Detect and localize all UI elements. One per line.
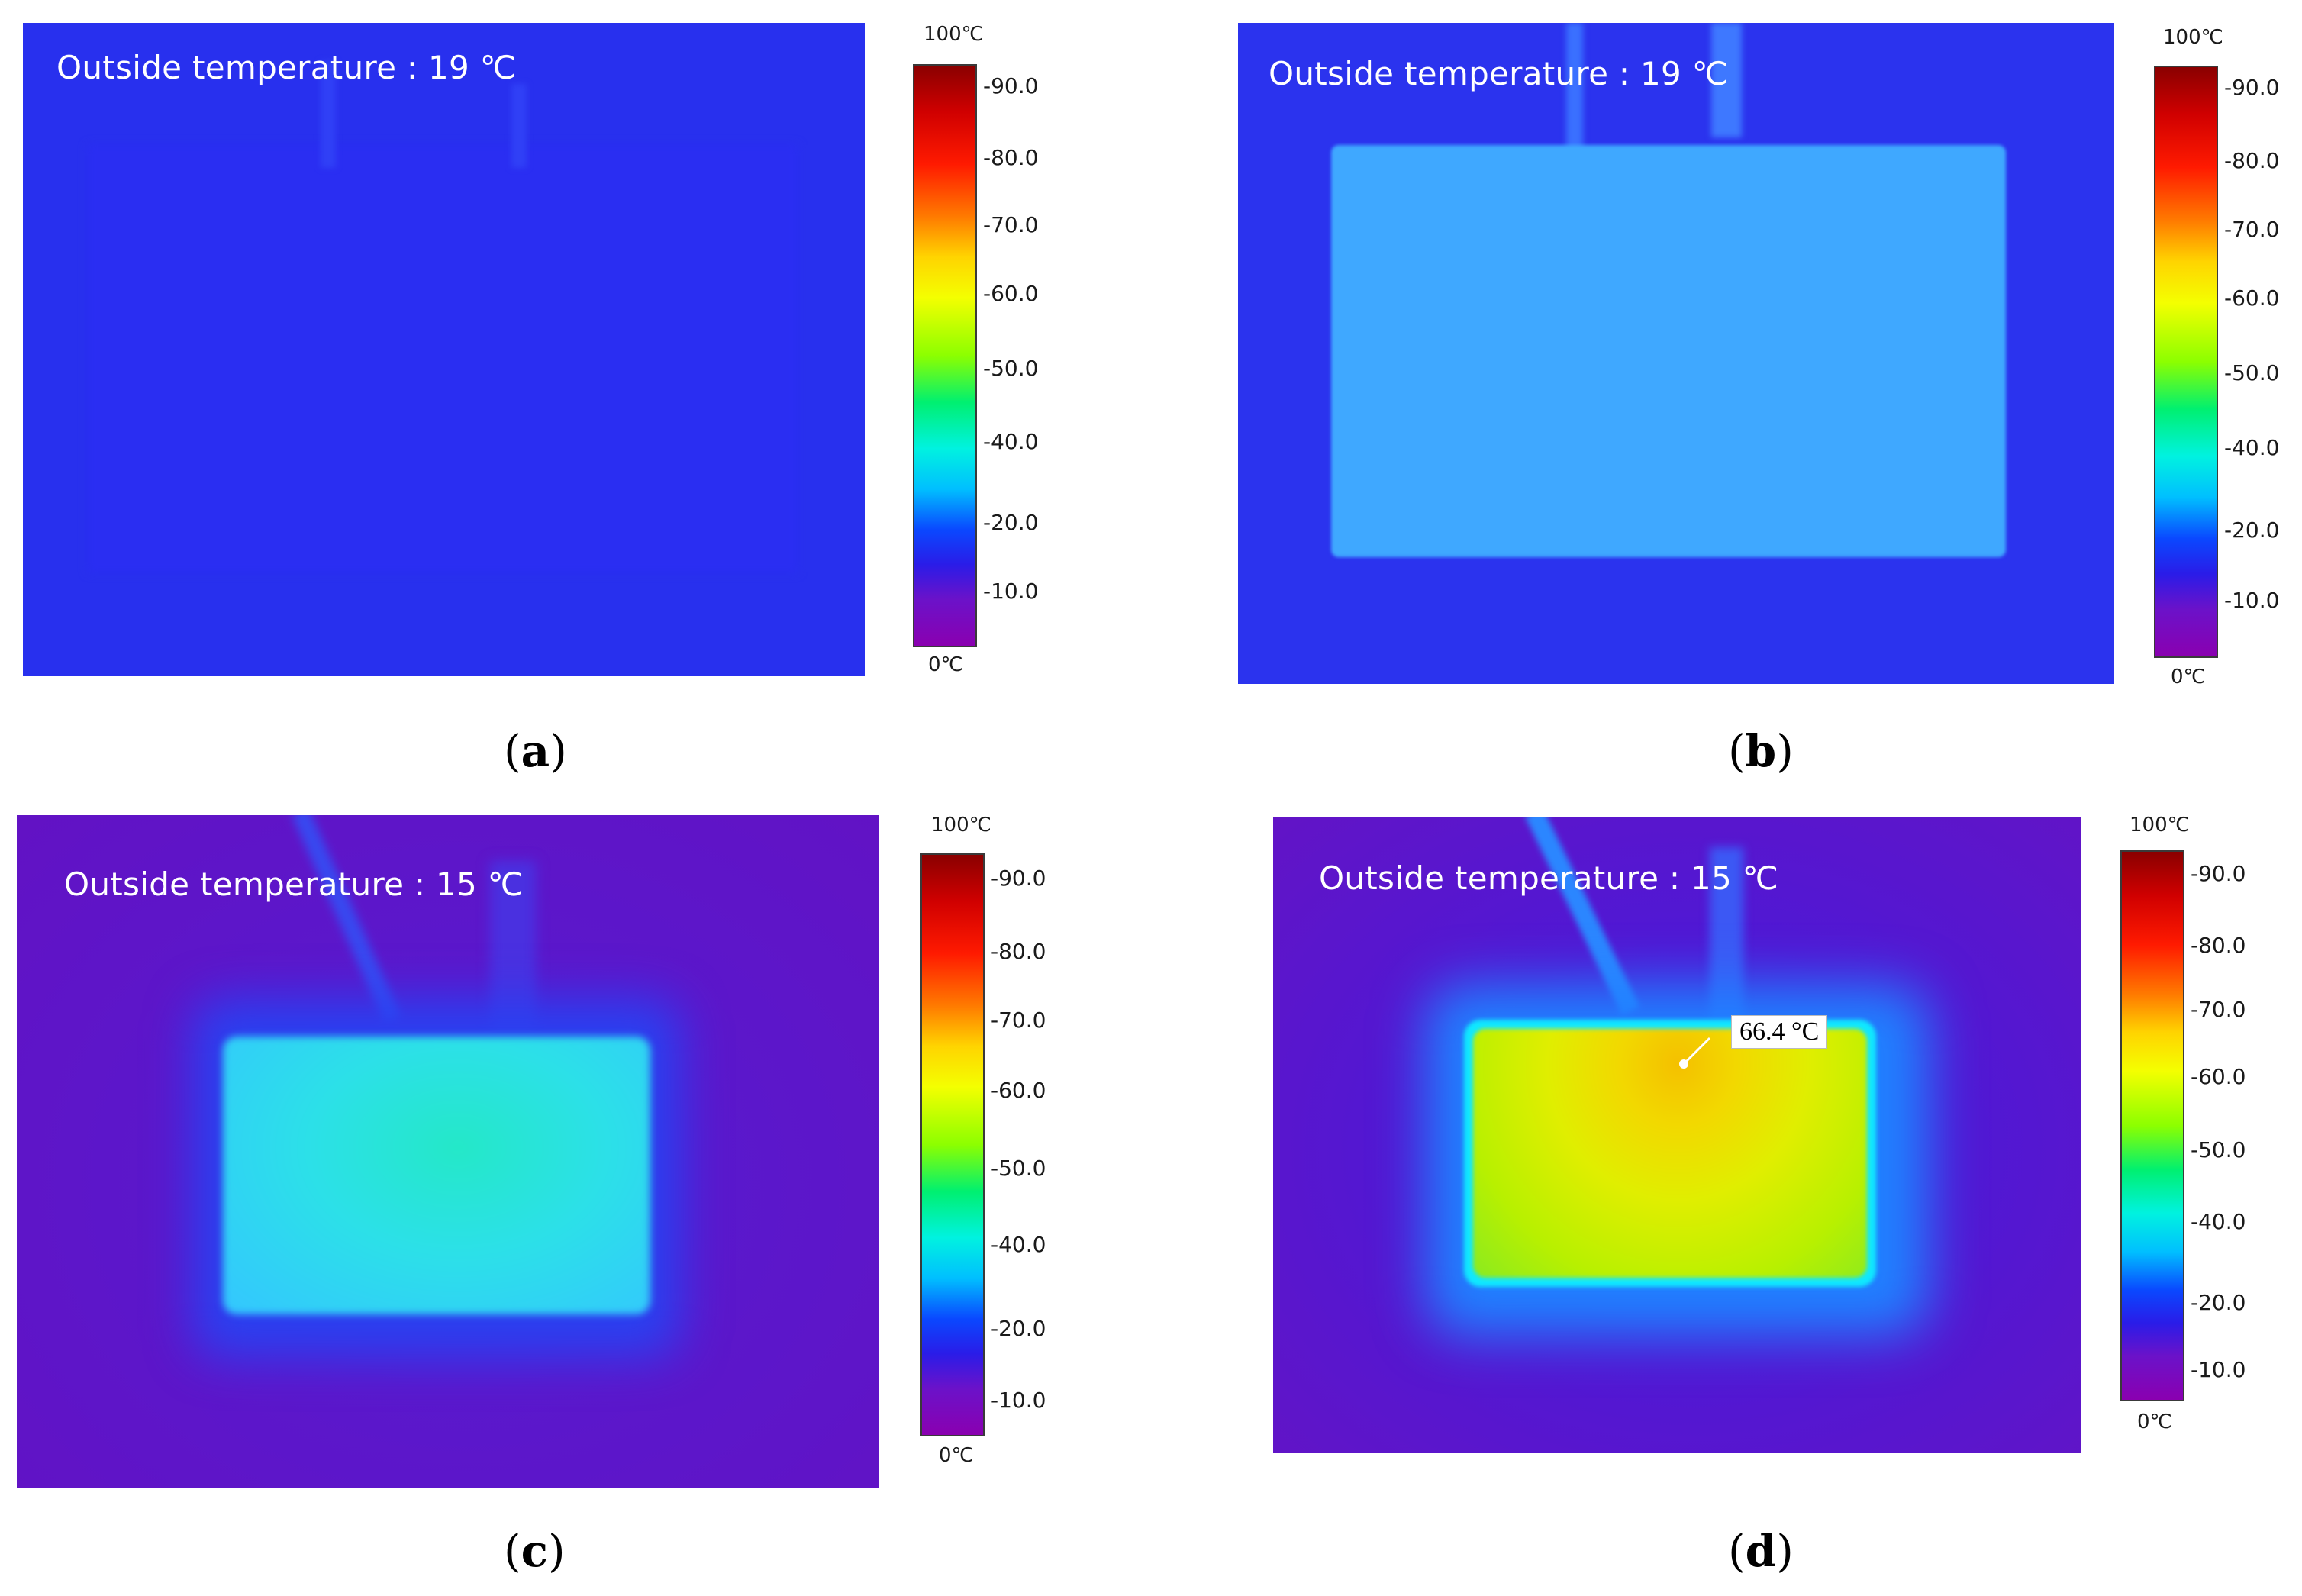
scale-tick: -50.0: [2224, 360, 2280, 385]
heater-pad-outline: [88, 145, 798, 572]
scale-tick: -50.0: [2191, 1137, 2246, 1162]
caption-letter: a: [521, 725, 550, 777]
cable: [292, 815, 401, 1025]
scale-max-label: 100℃: [931, 814, 991, 837]
scale-tick: -40.0: [2191, 1209, 2246, 1234]
heater-pad: [223, 1037, 650, 1314]
hotspot-leader-line: [1684, 1037, 1711, 1064]
scale-tick: -90.0: [983, 73, 1039, 98]
scale-tick: -10.0: [2224, 588, 2280, 613]
thermal-image-a: Outside temperature : 19 ℃: [23, 23, 865, 676]
cable: [1711, 23, 1742, 137]
scale-tick: -50.0: [991, 1156, 1046, 1181]
caption-c: (c): [504, 1525, 566, 1577]
color-scale-bar: [2120, 850, 2184, 1401]
color-scale-bar: [2154, 66, 2218, 658]
thermal-image-b: Outside temperature : 19 ℃: [1238, 23, 2114, 684]
scale-tick: -70.0: [983, 212, 1039, 237]
color-scale-bar: [913, 64, 977, 647]
caption-a: (a): [504, 725, 567, 777]
caption-d: (d): [1728, 1525, 1794, 1577]
scale-tick: -90.0: [2191, 861, 2246, 886]
scale-tick: -40.0: [991, 1232, 1046, 1257]
scale-min-label: 0℃: [939, 1444, 974, 1467]
outside-temperature-label: Outside temperature : 15 ℃: [64, 866, 524, 903]
scale-max-label: 100℃: [924, 23, 984, 46]
scale-tick: -90.0: [2224, 75, 2280, 100]
thermal-image-d: 66.4 °C Outside temperature : 15 ℃: [1273, 817, 2081, 1453]
scale-tick: -20.0: [991, 1316, 1046, 1341]
scale-tick: -10.0: [983, 579, 1039, 604]
outside-temperature-label: Outside temperature : 15 ℃: [1319, 859, 1779, 897]
scale-tick: -40.0: [983, 429, 1039, 454]
scale-tick: -90.0: [991, 866, 1046, 891]
scale-tick: -80.0: [983, 145, 1039, 170]
scale-tick: -40.0: [2224, 435, 2280, 460]
scale-min-label: 0℃: [928, 653, 963, 676]
hotspot-temperature-label: 66.4 °C: [1731, 1015, 1828, 1049]
scale-min-label: 0℃: [2171, 666, 2206, 688]
scale-tick: -60.0: [2224, 285, 2280, 311]
scale-tick: -80.0: [991, 939, 1046, 964]
scale-tick: -70.0: [2191, 997, 2246, 1022]
caption-letter: c: [521, 1525, 548, 1577]
caption-b: (b): [1728, 725, 1794, 777]
scale-tick: -50.0: [983, 356, 1039, 381]
scale-tick: -70.0: [991, 1008, 1046, 1033]
scale-tick: -60.0: [983, 281, 1039, 306]
outside-temperature-label: Outside temperature : 19 ℃: [1269, 55, 1729, 92]
cable: [511, 84, 527, 168]
scale-tick: -20.0: [983, 510, 1039, 535]
scale-tick: -80.0: [2191, 933, 2246, 958]
scale-tick: -80.0: [2224, 148, 2280, 173]
scale-tick: -10.0: [2191, 1357, 2246, 1382]
color-scale-bar: [920, 853, 985, 1436]
cable: [321, 61, 336, 168]
heater-pad: [1331, 145, 2006, 557]
caption-letter: d: [1745, 1525, 1777, 1577]
caption-letter: b: [1745, 725, 1777, 777]
scale-max-label: 100℃: [2163, 26, 2223, 49]
thermal-image-c: Outside temperature : 15 ℃: [17, 815, 879, 1488]
scale-tick: -20.0: [2224, 517, 2280, 543]
scale-tick: -20.0: [2191, 1290, 2246, 1315]
scale-min-label: 0℃: [2137, 1411, 2172, 1433]
cable: [1566, 23, 1583, 153]
scale-tick: -60.0: [991, 1078, 1046, 1103]
scale-tick: -60.0: [2191, 1064, 2246, 1089]
outside-temperature-label: Outside temperature : 19 ℃: [56, 49, 517, 86]
heater-pad-core: [1473, 1029, 1867, 1278]
scale-tick: -10.0: [991, 1388, 1046, 1413]
scale-tick: -70.0: [2224, 217, 2280, 242]
scale-max-label: 100℃: [2130, 814, 2190, 837]
